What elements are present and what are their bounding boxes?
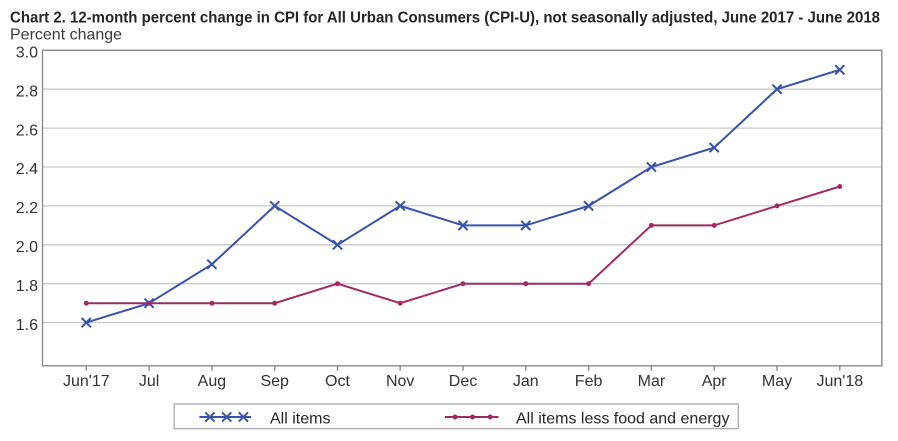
svg-text:Jul: Jul [139, 373, 159, 390]
svg-text:May: May [762, 373, 792, 390]
svg-text:2.4: 2.4 [16, 161, 38, 178]
svg-text:3.0: 3.0 [16, 45, 38, 62]
svg-text:Jun'17: Jun'17 [63, 373, 110, 390]
svg-text:1.8: 1.8 [16, 278, 38, 295]
svg-text:2.8: 2.8 [16, 83, 38, 100]
svg-text:Dec: Dec [449, 373, 477, 390]
svg-text:Jan: Jan [513, 373, 539, 390]
svg-text:1.6: 1.6 [16, 317, 38, 334]
svg-text:Mar: Mar [638, 373, 666, 390]
svg-text:Apr: Apr [702, 373, 728, 390]
svg-text:Sep: Sep [260, 373, 289, 390]
svg-text:Aug: Aug [198, 373, 226, 390]
svg-text:Percent change: Percent change [10, 27, 122, 44]
svg-text:Chart 2. 12-month percent chan: Chart 2. 12-month percent change in CPI … [10, 10, 880, 27]
svg-text:All items less food and energy: All items less food and energy [516, 411, 729, 428]
svg-text:2.6: 2.6 [16, 122, 38, 139]
svg-text:Jun'18: Jun'18 [816, 373, 863, 390]
svg-text:2.2: 2.2 [16, 200, 38, 217]
svg-text:2.0: 2.0 [16, 239, 38, 256]
svg-text:Oct: Oct [325, 373, 350, 390]
svg-text:All items: All items [270, 411, 330, 428]
svg-text:Feb: Feb [575, 373, 603, 390]
svg-text:Nov: Nov [386, 373, 414, 390]
